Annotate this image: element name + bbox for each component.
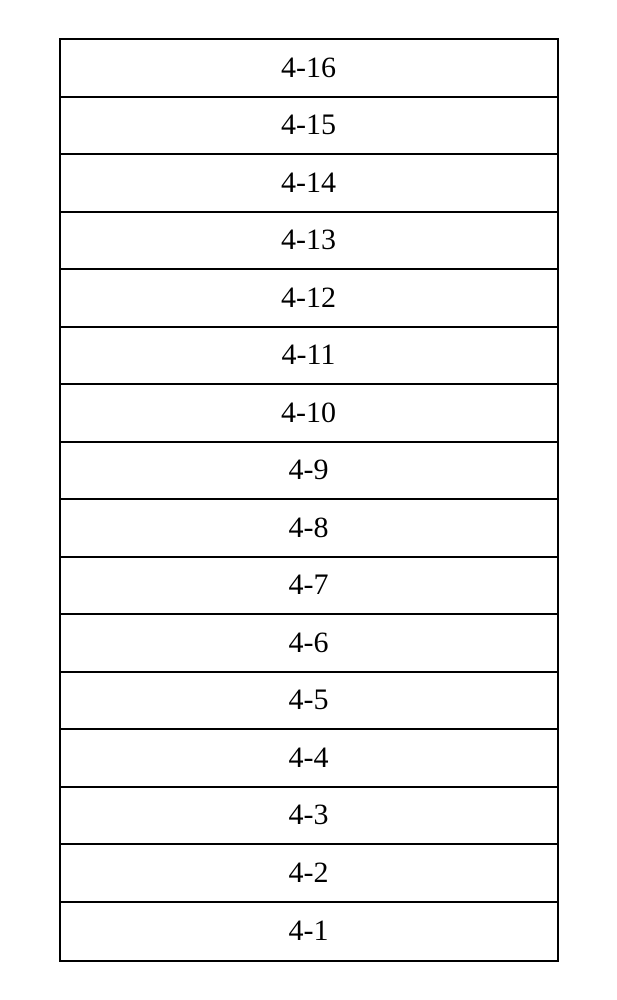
table-row: 4-11: [61, 328, 557, 386]
table-row: 4-9: [61, 443, 557, 501]
table-row: 4-8: [61, 500, 557, 558]
table-row: 4-12: [61, 270, 557, 328]
cell-value: 4-12: [281, 281, 336, 315]
cell-value: 4-14: [281, 166, 336, 200]
table-row: 4-4: [61, 730, 557, 788]
cell-value: 4-8: [289, 511, 329, 545]
table-row: 4-1: [61, 903, 557, 961]
table-row: 4-10: [61, 385, 557, 443]
table-row: 4-6: [61, 615, 557, 673]
cell-value: 4-15: [281, 108, 336, 142]
cell-value: 4-5: [289, 683, 329, 717]
cell-value: 4-11: [282, 338, 336, 372]
table-row: 4-7: [61, 558, 557, 616]
cell-value: 4-9: [289, 453, 329, 487]
table-row: 4-16: [61, 40, 557, 98]
stack-table: 4-16 4-15 4-14 4-13 4-12 4-11 4-10 4-9 4…: [59, 38, 559, 962]
cell-value: 4-16: [281, 51, 336, 85]
table-row: 4-2: [61, 845, 557, 903]
table-row: 4-14: [61, 155, 557, 213]
cell-value: 4-7: [289, 568, 329, 602]
cell-value: 4-1: [289, 914, 329, 948]
cell-value: 4-2: [289, 856, 329, 890]
table-row: 4-5: [61, 673, 557, 731]
table-row: 4-3: [61, 788, 557, 846]
cell-value: 4-13: [281, 223, 336, 257]
cell-value: 4-3: [289, 798, 329, 832]
cell-value: 4-10: [281, 396, 336, 430]
table-row: 4-13: [61, 213, 557, 271]
table-row: 4-15: [61, 98, 557, 156]
cell-value: 4-4: [289, 741, 329, 775]
cell-value: 4-6: [289, 626, 329, 660]
